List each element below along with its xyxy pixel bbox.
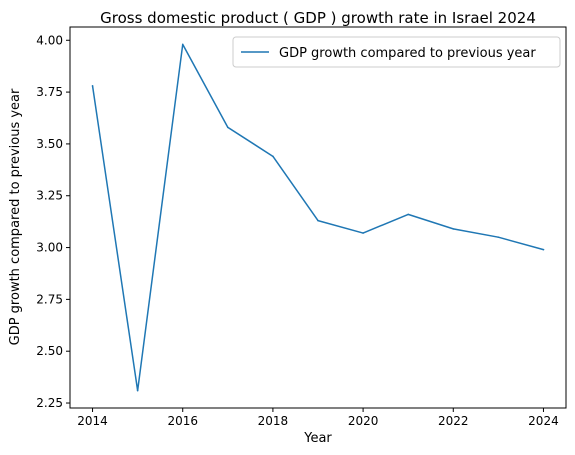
y-tick-label: 2.75 [36, 292, 63, 306]
data-point [497, 236, 500, 238]
x-tick-label: 2022 [438, 414, 469, 428]
data-point [542, 248, 545, 251]
data-point [407, 213, 409, 216]
y-tick-label: 3.75 [36, 85, 63, 99]
x-tick-label: 2016 [167, 414, 198, 428]
plot-area-frame [69, 26, 567, 409]
data-point [136, 389, 139, 392]
y-tick-label: 3.00 [36, 241, 63, 255]
legend: GDP growth compared to previous year [232, 36, 561, 68]
y-tick-label: 2.25 [36, 396, 63, 410]
data-point [362, 232, 364, 234]
data-point [181, 43, 184, 46]
legend-box [232, 36, 561, 68]
x-tick-label: 2020 [348, 414, 379, 428]
series-layer [91, 43, 545, 392]
chart-title: Gross domestic product ( GDP ) growth ra… [100, 9, 536, 27]
x-tick-label: 2024 [528, 414, 559, 428]
data-point [91, 85, 94, 87]
y-tick-label: 3.50 [36, 137, 63, 151]
data-point [227, 126, 229, 129]
ticks-layer: 2014 2016 2018 2020 2022 2024 2.25 2.50 2.75 3.00… [36, 33, 558, 428]
y-tick-label: 3.25 [36, 189, 63, 203]
x-tick-label: 2014 [77, 414, 108, 428]
legend-label: GDP growth compared to previous year [279, 46, 536, 61]
x-tick-label: 2018 [258, 414, 289, 428]
data-point [452, 228, 455, 230]
y-tick-label: 4.00 [36, 33, 63, 47]
y-axis-title: GDP growth compared to previous year [8, 88, 23, 345]
series-line [91, 43, 545, 392]
x-axis-title: Year [303, 431, 332, 446]
data-point [317, 219, 319, 222]
data-point [272, 155, 274, 158]
y-tick-label: 2.50 [36, 344, 63, 358]
